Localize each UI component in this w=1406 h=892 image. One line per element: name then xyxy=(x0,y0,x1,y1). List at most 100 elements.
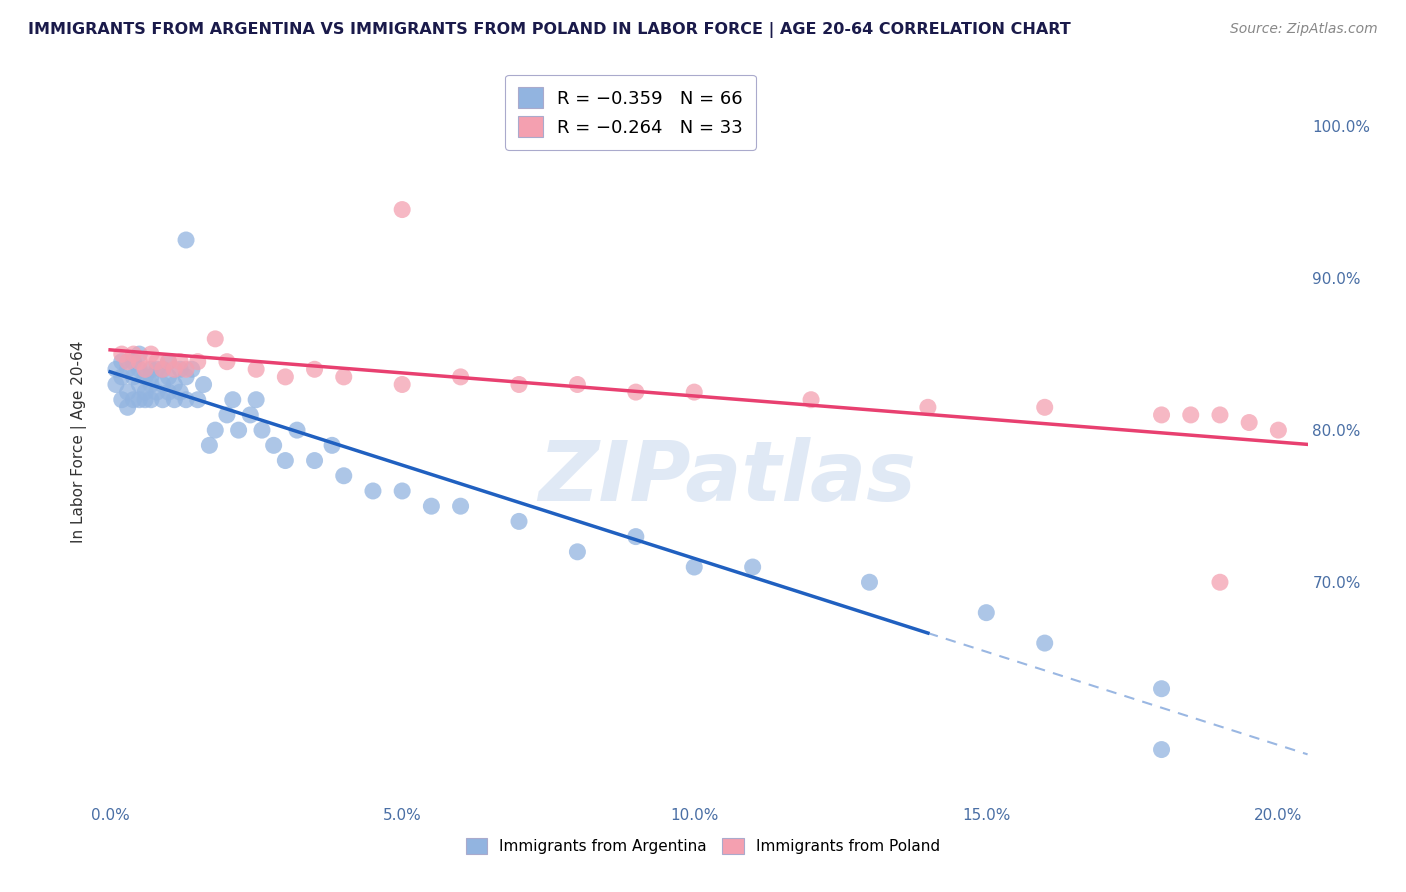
Point xyxy=(111,392,134,407)
Point xyxy=(122,354,145,368)
Point xyxy=(134,370,156,384)
Point xyxy=(391,483,413,498)
Point xyxy=(304,453,326,467)
Point xyxy=(624,385,647,400)
Point xyxy=(174,392,197,407)
Point xyxy=(741,560,763,574)
Point xyxy=(683,385,706,400)
Point xyxy=(245,392,267,407)
Point xyxy=(163,362,186,376)
Point xyxy=(117,385,139,400)
Point xyxy=(858,575,880,590)
Point xyxy=(128,362,150,376)
Point xyxy=(239,408,262,422)
Point xyxy=(1150,742,1173,756)
Point xyxy=(169,362,191,376)
Text: ZIPatlas: ZIPatlas xyxy=(538,437,917,518)
Point xyxy=(274,370,297,384)
Point xyxy=(152,362,174,376)
Point xyxy=(800,392,823,407)
Point xyxy=(146,354,169,368)
Point xyxy=(104,362,127,376)
Point xyxy=(128,377,150,392)
Point xyxy=(228,423,250,437)
Point xyxy=(1150,408,1173,422)
Point xyxy=(508,377,530,392)
Point xyxy=(1150,681,1173,696)
Point xyxy=(391,202,413,217)
Point xyxy=(128,347,150,361)
Point xyxy=(1267,423,1289,437)
Point xyxy=(139,392,162,407)
Point xyxy=(134,385,156,400)
Point xyxy=(332,370,354,384)
Point xyxy=(128,354,150,368)
Point xyxy=(157,354,180,368)
Point xyxy=(187,354,209,368)
Point xyxy=(222,392,245,407)
Point xyxy=(391,377,413,392)
Point xyxy=(215,354,238,368)
Point xyxy=(1209,575,1232,590)
Text: IMMIGRANTS FROM ARGENTINA VS IMMIGRANTS FROM POLAND IN LABOR FORCE | AGE 20-64 C: IMMIGRANTS FROM ARGENTINA VS IMMIGRANTS … xyxy=(28,22,1071,38)
Point xyxy=(1033,401,1056,415)
Point xyxy=(139,370,162,384)
Point xyxy=(134,392,156,407)
Point xyxy=(450,499,472,513)
Point xyxy=(152,377,174,392)
Point xyxy=(1209,408,1232,422)
Point xyxy=(263,438,285,452)
Point xyxy=(134,362,156,376)
Point xyxy=(169,354,191,368)
Point xyxy=(163,377,186,392)
Point xyxy=(111,354,134,368)
Point xyxy=(1033,636,1056,650)
Point xyxy=(174,233,197,247)
Point xyxy=(204,423,226,437)
Point xyxy=(187,392,209,407)
Text: Source: ZipAtlas.com: Source: ZipAtlas.com xyxy=(1230,22,1378,37)
Point xyxy=(450,370,472,384)
Point xyxy=(332,468,354,483)
Point xyxy=(117,362,139,376)
Point xyxy=(122,392,145,407)
Point xyxy=(111,347,134,361)
Point xyxy=(420,499,443,513)
Point xyxy=(974,606,997,620)
Point xyxy=(169,385,191,400)
Point xyxy=(274,453,297,467)
Point xyxy=(128,392,150,407)
Point xyxy=(157,354,180,368)
Point xyxy=(117,354,139,368)
Point xyxy=(198,438,221,452)
Point xyxy=(163,392,186,407)
Point xyxy=(157,370,180,384)
Legend: Immigrants from Argentina, Immigrants from Poland: Immigrants from Argentina, Immigrants fr… xyxy=(460,832,946,860)
Point xyxy=(1237,416,1260,430)
Point xyxy=(567,377,589,392)
Point xyxy=(215,408,238,422)
Point xyxy=(180,362,202,376)
Point xyxy=(174,362,197,376)
Point xyxy=(567,545,589,559)
Point xyxy=(139,347,162,361)
Point xyxy=(193,377,215,392)
Point xyxy=(285,423,308,437)
Point xyxy=(152,392,174,407)
Point xyxy=(111,370,134,384)
Point xyxy=(146,362,169,376)
Point xyxy=(321,438,343,452)
Point xyxy=(683,560,706,574)
Point xyxy=(361,483,384,498)
Point xyxy=(174,370,197,384)
Point xyxy=(122,370,145,384)
Y-axis label: In Labor Force | Age 20-64: In Labor Force | Age 20-64 xyxy=(72,341,87,542)
Point xyxy=(250,423,273,437)
Point xyxy=(204,332,226,346)
Point xyxy=(104,377,127,392)
Point xyxy=(917,401,939,415)
Point xyxy=(139,362,162,376)
Point xyxy=(304,362,326,376)
Point xyxy=(139,377,162,392)
Point xyxy=(146,385,169,400)
